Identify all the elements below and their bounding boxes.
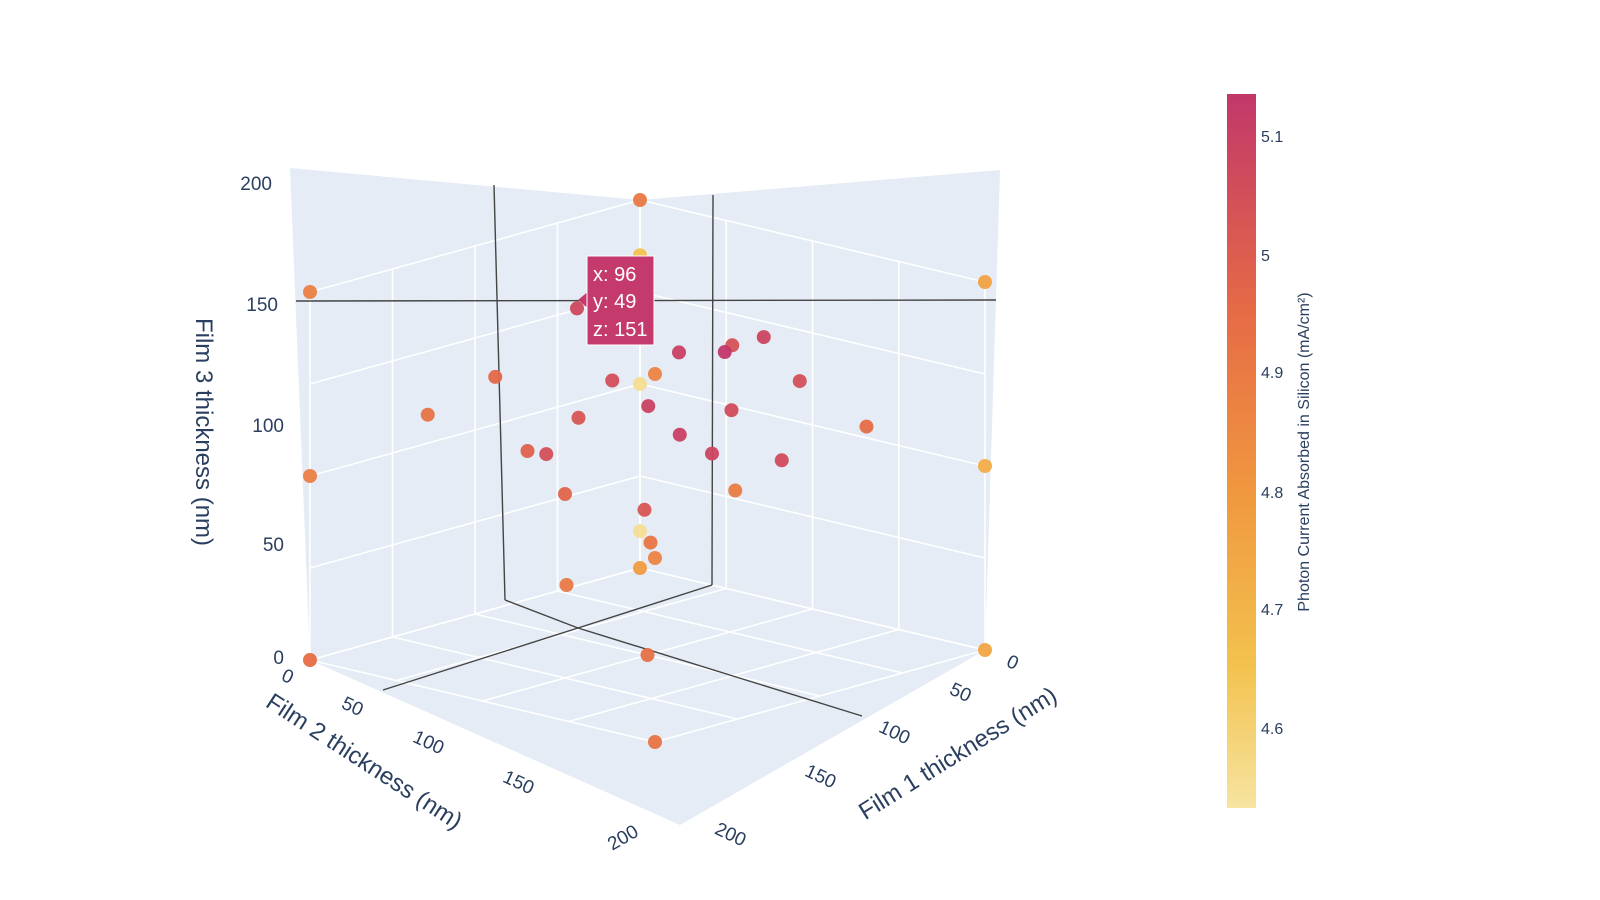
data-point[interactable]: [792, 374, 807, 389]
z-tick: 150: [246, 295, 278, 316]
grid-line: [309, 659, 656, 743]
data-point[interactable]: [637, 502, 652, 517]
data-point[interactable]: [728, 483, 743, 498]
data-point[interactable]: [859, 419, 874, 434]
data-point[interactable]: [672, 427, 687, 442]
data-point[interactable]: [420, 407, 435, 422]
data-point[interactable]: [717, 345, 732, 360]
y-tick: 150: [500, 767, 538, 799]
data-point[interactable]: [756, 330, 771, 345]
data-point[interactable]: [570, 301, 584, 316]
colorbar-title: Photon Current Absorbed in Silicon (mA/c…: [1296, 292, 1313, 611]
data-point[interactable]: [539, 447, 554, 462]
data-point[interactable]: [978, 275, 992, 289]
data-point[interactable]: [633, 524, 647, 539]
data-point[interactable]: [559, 578, 574, 592]
data-point[interactable]: [774, 453, 789, 468]
grid-line: [639, 291, 986, 375]
x-tick: 50: [946, 679, 974, 707]
tooltip-z: z: 151: [593, 319, 647, 341]
z-tick: 0: [273, 648, 284, 669]
grid-line: [392, 636, 738, 720]
x-tick: 0: [1003, 651, 1021, 675]
data-point[interactable]: [303, 285, 317, 299]
x-tick: 100: [876, 717, 914, 749]
grid-lines: [309, 199, 986, 743]
grid-line: [568, 628, 899, 723]
data-point[interactable]: [303, 469, 317, 483]
data-point[interactable]: [705, 446, 719, 461]
grid-line: [309, 383, 641, 477]
data-point[interactable]: [648, 735, 662, 749]
data-point[interactable]: [571, 410, 586, 425]
colorbar-tick: 4.9: [1261, 365, 1283, 382]
floor-plane: [310, 568, 985, 825]
grid-line: [639, 199, 986, 283]
data-point[interactable]: [978, 643, 992, 657]
y-tick: 100: [410, 727, 448, 759]
data-point[interactable]: [488, 369, 503, 384]
z-axis-title: Film 3 thickness (nm): [190, 318, 217, 546]
data-points[interactable]: [303, 193, 992, 749]
colorbar-ticks: 5.1 5 4.9 4.8 4.7 4.6: [1261, 129, 1283, 738]
grid-line: [639, 383, 986, 467]
x-tick: 200: [712, 819, 750, 851]
data-point[interactable]: [978, 459, 992, 473]
data-point[interactable]: [633, 377, 647, 391]
z-tick: 200: [240, 174, 272, 195]
data-point[interactable]: [648, 551, 662, 565]
data-point[interactable]: [633, 561, 647, 575]
back-right-wall: [640, 170, 1000, 650]
grid-line: [654, 649, 986, 743]
tooltip-y: y: 49: [593, 291, 636, 313]
y-tick: 50: [338, 693, 366, 721]
colorbar-tick: 5: [1261, 248, 1270, 265]
data-point[interactable]: [643, 535, 658, 550]
colorbar-tick: 4.7: [1261, 602, 1283, 619]
z-tick: 50: [263, 535, 284, 556]
colorbar-tick: 5.1: [1261, 129, 1283, 146]
data-point[interactable]: [672, 345, 686, 360]
data-point[interactable]: [641, 399, 656, 414]
colorbar-tick: 4.8: [1261, 485, 1283, 502]
data-point[interactable]: [605, 373, 620, 388]
data-point[interactable]: [558, 487, 572, 501]
tooltip-x: x: 96: [593, 264, 636, 286]
x-tick: 150: [802, 761, 840, 793]
z-axis-ticks: 200 150 100 50 0: [240, 174, 284, 669]
hover-tooltip: x: 96 y: 49 z: 151: [578, 255, 655, 346]
colorbar: [1227, 94, 1256, 808]
back-left-wall: [290, 168, 640, 660]
data-point[interactable]: [724, 403, 739, 418]
colorbar-tick: 4.6: [1261, 721, 1283, 738]
data-point[interactable]: [520, 444, 535, 458]
data-point[interactable]: [648, 367, 662, 381]
y-tick: 200: [604, 821, 642, 855]
z-tick: 100: [252, 416, 284, 437]
grid-line: [309, 291, 641, 385]
data-point[interactable]: [303, 653, 317, 667]
data-point[interactable]: [633, 193, 647, 207]
data-point[interactable]: [640, 648, 655, 662]
grid-line: [309, 199, 641, 293]
